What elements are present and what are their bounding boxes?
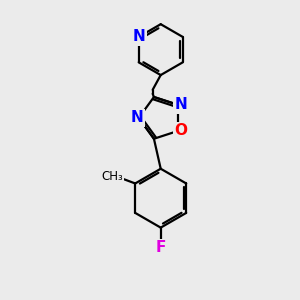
Text: F: F <box>155 240 166 255</box>
Text: N: N <box>132 29 145 44</box>
Text: CH₃: CH₃ <box>102 170 124 183</box>
Text: N: N <box>131 110 144 125</box>
Text: N: N <box>174 98 187 112</box>
Text: O: O <box>174 123 187 138</box>
